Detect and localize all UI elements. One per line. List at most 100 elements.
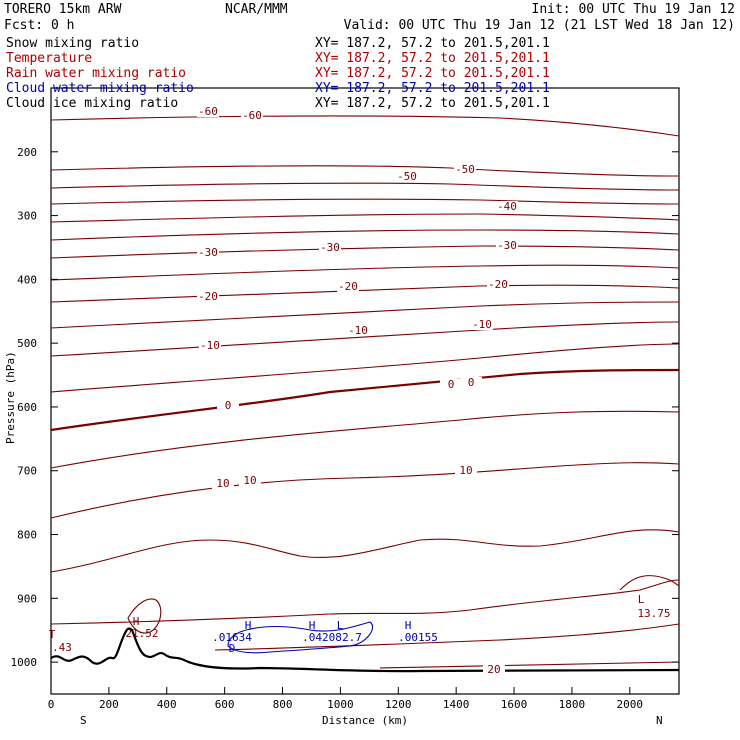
contour-label-bg <box>455 465 477 476</box>
contour-label: -50 <box>397 170 417 183</box>
legend-xy: XY= 187.2, 57.2 to 201.5,201.1 <box>315 36 550 51</box>
extremum-value: 2.7 <box>342 631 362 644</box>
contour-label: 0 <box>225 399 232 412</box>
contour-line <box>50 264 680 281</box>
contour-label: -10 <box>472 318 492 331</box>
contour-line <box>50 343 680 393</box>
y-tick-label: 1000 <box>11 656 38 669</box>
contour-label: 10 <box>216 477 229 490</box>
x-end-label-south: S <box>80 714 87 727</box>
contour-line <box>50 579 680 625</box>
contour-label-bg <box>347 325 369 336</box>
x-end-label-north: N <box>656 714 663 727</box>
contour-label: 10 <box>243 474 256 487</box>
x-tick-label: 1600 <box>501 698 528 711</box>
legend-xy: XY= 187.2, 57.2 to 201.5,201.1 <box>315 51 550 66</box>
contour-label: -20 <box>488 278 508 291</box>
contour-label: -60 <box>242 109 262 122</box>
x-tick-label: 1800 <box>559 698 586 711</box>
legend-xy: XY= 187.2, 57.2 to 201.5,201.1 <box>315 96 550 111</box>
extremum-symbol: H <box>133 615 140 628</box>
extremum-symbol: L <box>638 593 645 606</box>
contour-label: -20 <box>338 280 358 293</box>
legend-label: Snow mixing ratio <box>6 36 139 51</box>
contour-label-bg <box>496 201 518 212</box>
x-tick-label: 0 <box>48 698 55 711</box>
model-title: TORERO 15km ARW <box>4 2 122 17</box>
contour-label-bg <box>217 400 239 411</box>
contour-line <box>50 284 680 303</box>
x-tick-label: 600 <box>215 698 235 711</box>
contour-label-bg <box>239 475 261 486</box>
y-tick-label: 700 <box>17 465 37 478</box>
forecast-hour: Fcst: 0 h <box>4 18 74 33</box>
y-tick-label: 500 <box>17 337 37 350</box>
contour-line <box>50 462 680 519</box>
contour-label-bg <box>197 106 219 117</box>
terrain-line <box>50 627 680 673</box>
extremum-symbol: H <box>405 619 412 632</box>
contour-label-bg <box>483 664 505 675</box>
extremum-symbol: H <box>245 619 252 632</box>
contour-label-bg <box>197 291 219 302</box>
extrema-markers: H21.52L13.75H.01634H.04208L2.7H.00155DT.… <box>49 593 671 655</box>
extremum-symbol: L <box>337 619 344 632</box>
contour-line <box>214 623 680 651</box>
extremum-value: .01634 <box>212 631 252 644</box>
contour-label-bg <box>454 164 476 175</box>
legend-label: Cloud ice mixing ratio <box>6 96 178 111</box>
extremum-value: .00155 <box>398 631 438 644</box>
valid-time: Valid: 00 UTC Thu 19 Jan 12 (21 LST Wed … <box>344 18 735 33</box>
y-tick-label: 900 <box>17 592 37 605</box>
contour-label: 0 <box>448 378 455 391</box>
cloud-water-contours <box>227 621 374 654</box>
contour-label: -40 <box>497 200 517 213</box>
center-title: NCAR/MMM <box>225 2 288 17</box>
contour-label: -20 <box>198 290 218 303</box>
contour-label-bg <box>396 171 418 182</box>
y-tick-label: 400 <box>17 273 37 286</box>
init-time: Init: 00 UTC Thu 19 Jan 12 <box>532 2 736 17</box>
legend-xy: XY= 187.2, 57.2 to 201.5,201.1 <box>315 66 550 81</box>
contour-labels: -60 -60 -50 -50 -40 -30 -30 -30 -20 -20 -20 -10 -10 -… <box>197 105 518 676</box>
contour-label: -30 <box>198 246 218 259</box>
extremum-value: 13.75 <box>637 607 670 620</box>
legend-label: Temperature <box>6 51 92 66</box>
contour-line <box>50 165 680 177</box>
contour-line <box>50 229 680 241</box>
contour-label-bg <box>197 247 219 258</box>
contour-line <box>50 245 680 259</box>
extremum-value: .43 <box>52 641 72 654</box>
extremum-symbol: D <box>229 642 236 655</box>
contour-label: 10 <box>459 464 472 477</box>
x-tick-label: 1200 <box>385 698 412 711</box>
contour-label: 20 <box>487 663 500 676</box>
contour-line <box>50 182 680 191</box>
contour-line <box>50 198 680 205</box>
legend-xy: XY= 187.2, 57.2 to 201.5,201.1 <box>315 81 550 96</box>
temperature-contours <box>50 115 680 651</box>
x-tick-label: 1000 <box>327 698 354 711</box>
y-tick-label: 300 <box>17 210 37 223</box>
contour-label-bg <box>487 279 509 290</box>
x-tick-label: 2000 <box>617 698 644 711</box>
contour-line <box>50 115 680 137</box>
contour-line <box>50 301 680 329</box>
contour-label-bg <box>496 240 518 251</box>
contour-label: -30 <box>320 241 340 254</box>
y-axis-label: Pressure (hPa) <box>4 351 17 444</box>
contour-line <box>50 410 680 469</box>
x-axis-label: Distance (km) <box>322 714 408 727</box>
contour-label-bg <box>440 379 462 390</box>
x-tick-label: 400 <box>157 698 177 711</box>
x-tick-label: 800 <box>273 698 293 711</box>
y-tick-label: 200 <box>17 146 37 159</box>
contour-line-20 <box>379 661 680 669</box>
legend: Snow mixing ratio XY= 187.2, 57.2 to 201.… <box>6 36 550 111</box>
cloud-water-contour <box>227 621 374 654</box>
y-tick-label: 600 <box>17 401 37 414</box>
extremum-value: .04208 <box>302 631 342 644</box>
axis-ticks: 0 200 400 600 800 1000 1200 1400 1600 1800 2000200… <box>11 146 679 711</box>
freezing-level-contour <box>50 368 680 432</box>
